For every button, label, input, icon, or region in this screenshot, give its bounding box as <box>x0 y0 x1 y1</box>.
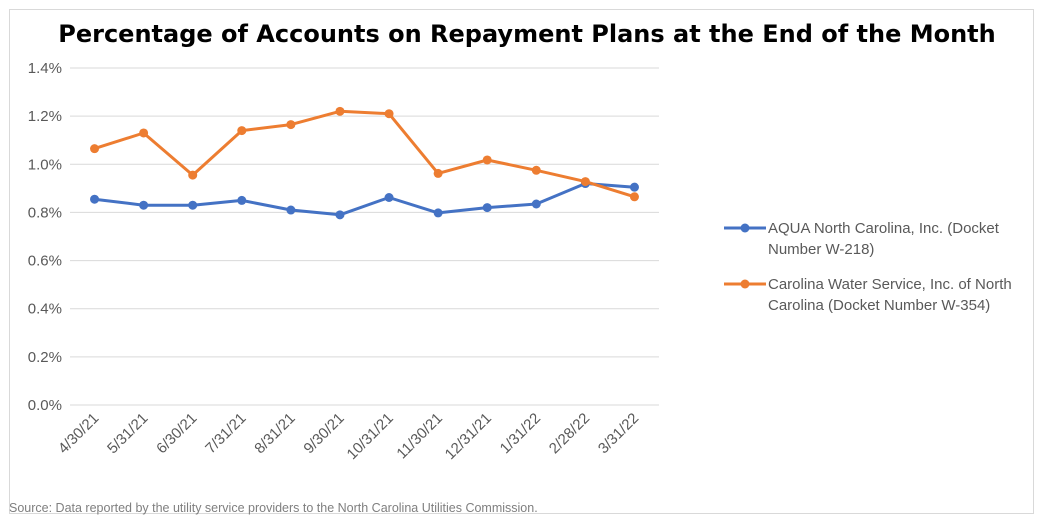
y-tick-label: 0.2% <box>28 349 62 366</box>
data-point <box>531 165 541 175</box>
y-tick-label: 0.8% <box>28 204 62 221</box>
data-point <box>433 168 443 178</box>
data-point <box>237 126 247 136</box>
chart-frame <box>9 9 1034 514</box>
y-tick-label: 0.4% <box>28 301 62 318</box>
x-tick-label: 11/30/21 <box>393 410 446 463</box>
legend-label: Carolina (Docket Number W-354) <box>768 297 990 314</box>
y-tick-label: 1.0% <box>28 156 62 173</box>
data-point <box>531 199 541 209</box>
data-point <box>90 194 100 204</box>
x-tick-label: 6/30/21 <box>153 410 200 457</box>
y-tick-label: 0.6% <box>28 253 62 270</box>
x-tick-label: 12/31/21 <box>442 410 495 463</box>
data-point <box>629 182 639 192</box>
data-point <box>139 200 149 210</box>
series-line <box>94 109 635 199</box>
source-note: Source: Data reported by the utility ser… <box>9 501 538 515</box>
data-point <box>580 177 590 187</box>
x-tick-label: 7/31/21 <box>202 410 249 457</box>
data-point <box>335 106 345 116</box>
data-point <box>286 120 296 130</box>
data-point <box>335 210 345 220</box>
chart-title: Percentage of Accounts on Repayment Plan… <box>58 20 996 48</box>
x-tick-label: 4/30/21 <box>55 410 102 457</box>
y-tick-label: 1.4% <box>28 60 62 77</box>
data-point <box>188 200 198 210</box>
x-tick-label: 3/31/22 <box>595 410 642 457</box>
legend-label: Number W-218) <box>768 241 874 258</box>
x-tick-label: 8/31/21 <box>251 410 298 457</box>
data-point <box>139 128 149 138</box>
data-point <box>482 155 492 165</box>
data-point <box>629 192 639 202</box>
data-point <box>90 144 100 154</box>
y-tick-label: 0.0% <box>28 397 62 414</box>
y-tick-label: 1.2% <box>28 108 62 125</box>
data-point <box>188 170 198 180</box>
legend-swatch-marker <box>740 223 750 233</box>
x-tick-label: 1/31/22 <box>497 410 544 457</box>
x-tick-label: 10/31/21 <box>344 410 397 463</box>
data-point <box>482 203 492 213</box>
legend-swatch-marker <box>740 279 750 289</box>
x-tick-label: 5/31/21 <box>104 410 151 457</box>
legend-label: AQUA North Carolina, Inc. (Docket <box>768 220 1000 237</box>
x-tick-label: 2/28/22 <box>546 410 593 457</box>
data-point <box>286 205 296 215</box>
data-point <box>433 208 443 218</box>
data-point <box>384 193 394 203</box>
data-point <box>237 195 247 205</box>
legend-label: Carolina Water Service, Inc. of North <box>768 276 1012 293</box>
x-tick-label: 9/30/21 <box>300 410 347 457</box>
series-line <box>94 182 635 217</box>
data-point <box>384 109 394 119</box>
